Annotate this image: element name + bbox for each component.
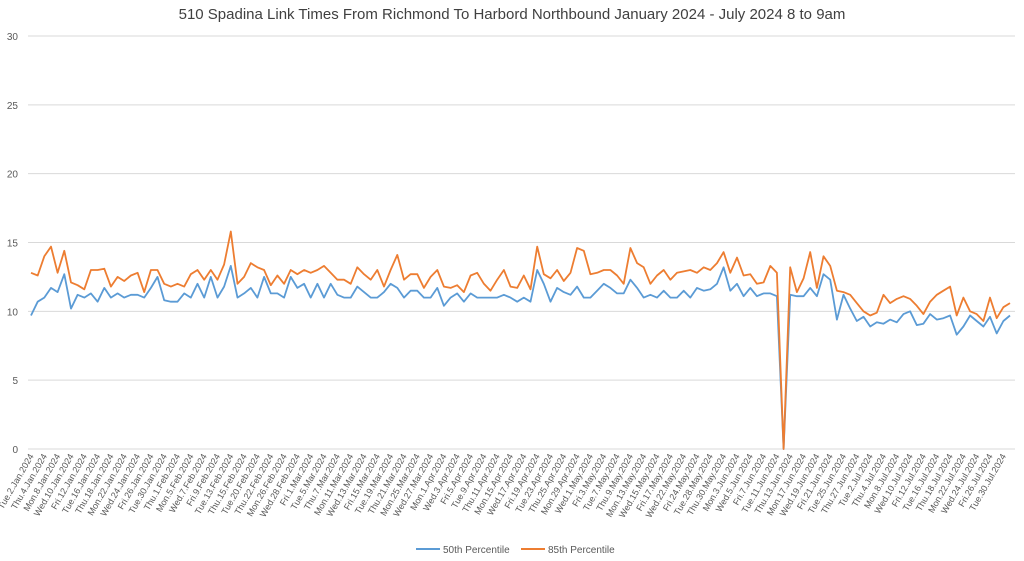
y-tick-label: 25	[7, 101, 19, 112]
y-tick-label: 0	[12, 445, 18, 456]
legend: 50th Percentile 85th Percentile	[416, 545, 615, 556]
y-axis-tick-labels: 0 5 10 15 20 25 30	[7, 32, 19, 456]
legend-label-50th: 50th Percentile	[443, 545, 510, 556]
gridlines	[28, 36, 1015, 449]
y-tick-label: 30	[7, 32, 19, 43]
y-tick-label: 15	[7, 239, 19, 250]
chart-title: 510 Spadina Link Times From Richmond To …	[179, 6, 846, 23]
y-tick-label: 10	[7, 307, 19, 318]
y-tick-label: 5	[12, 376, 18, 387]
series-lines	[31, 231, 1010, 449]
series-line-85th-percentile	[31, 232, 1010, 450]
series-line-50th-percentile	[31, 266, 1010, 449]
x-axis-tick-labels: Tue.2.Jan.2024Thu.4.Jan.2024Mon.8.Jan.20…	[0, 452, 1008, 520]
y-tick-label: 20	[7, 170, 19, 181]
legend-label-85th: 85th Percentile	[548, 545, 615, 556]
